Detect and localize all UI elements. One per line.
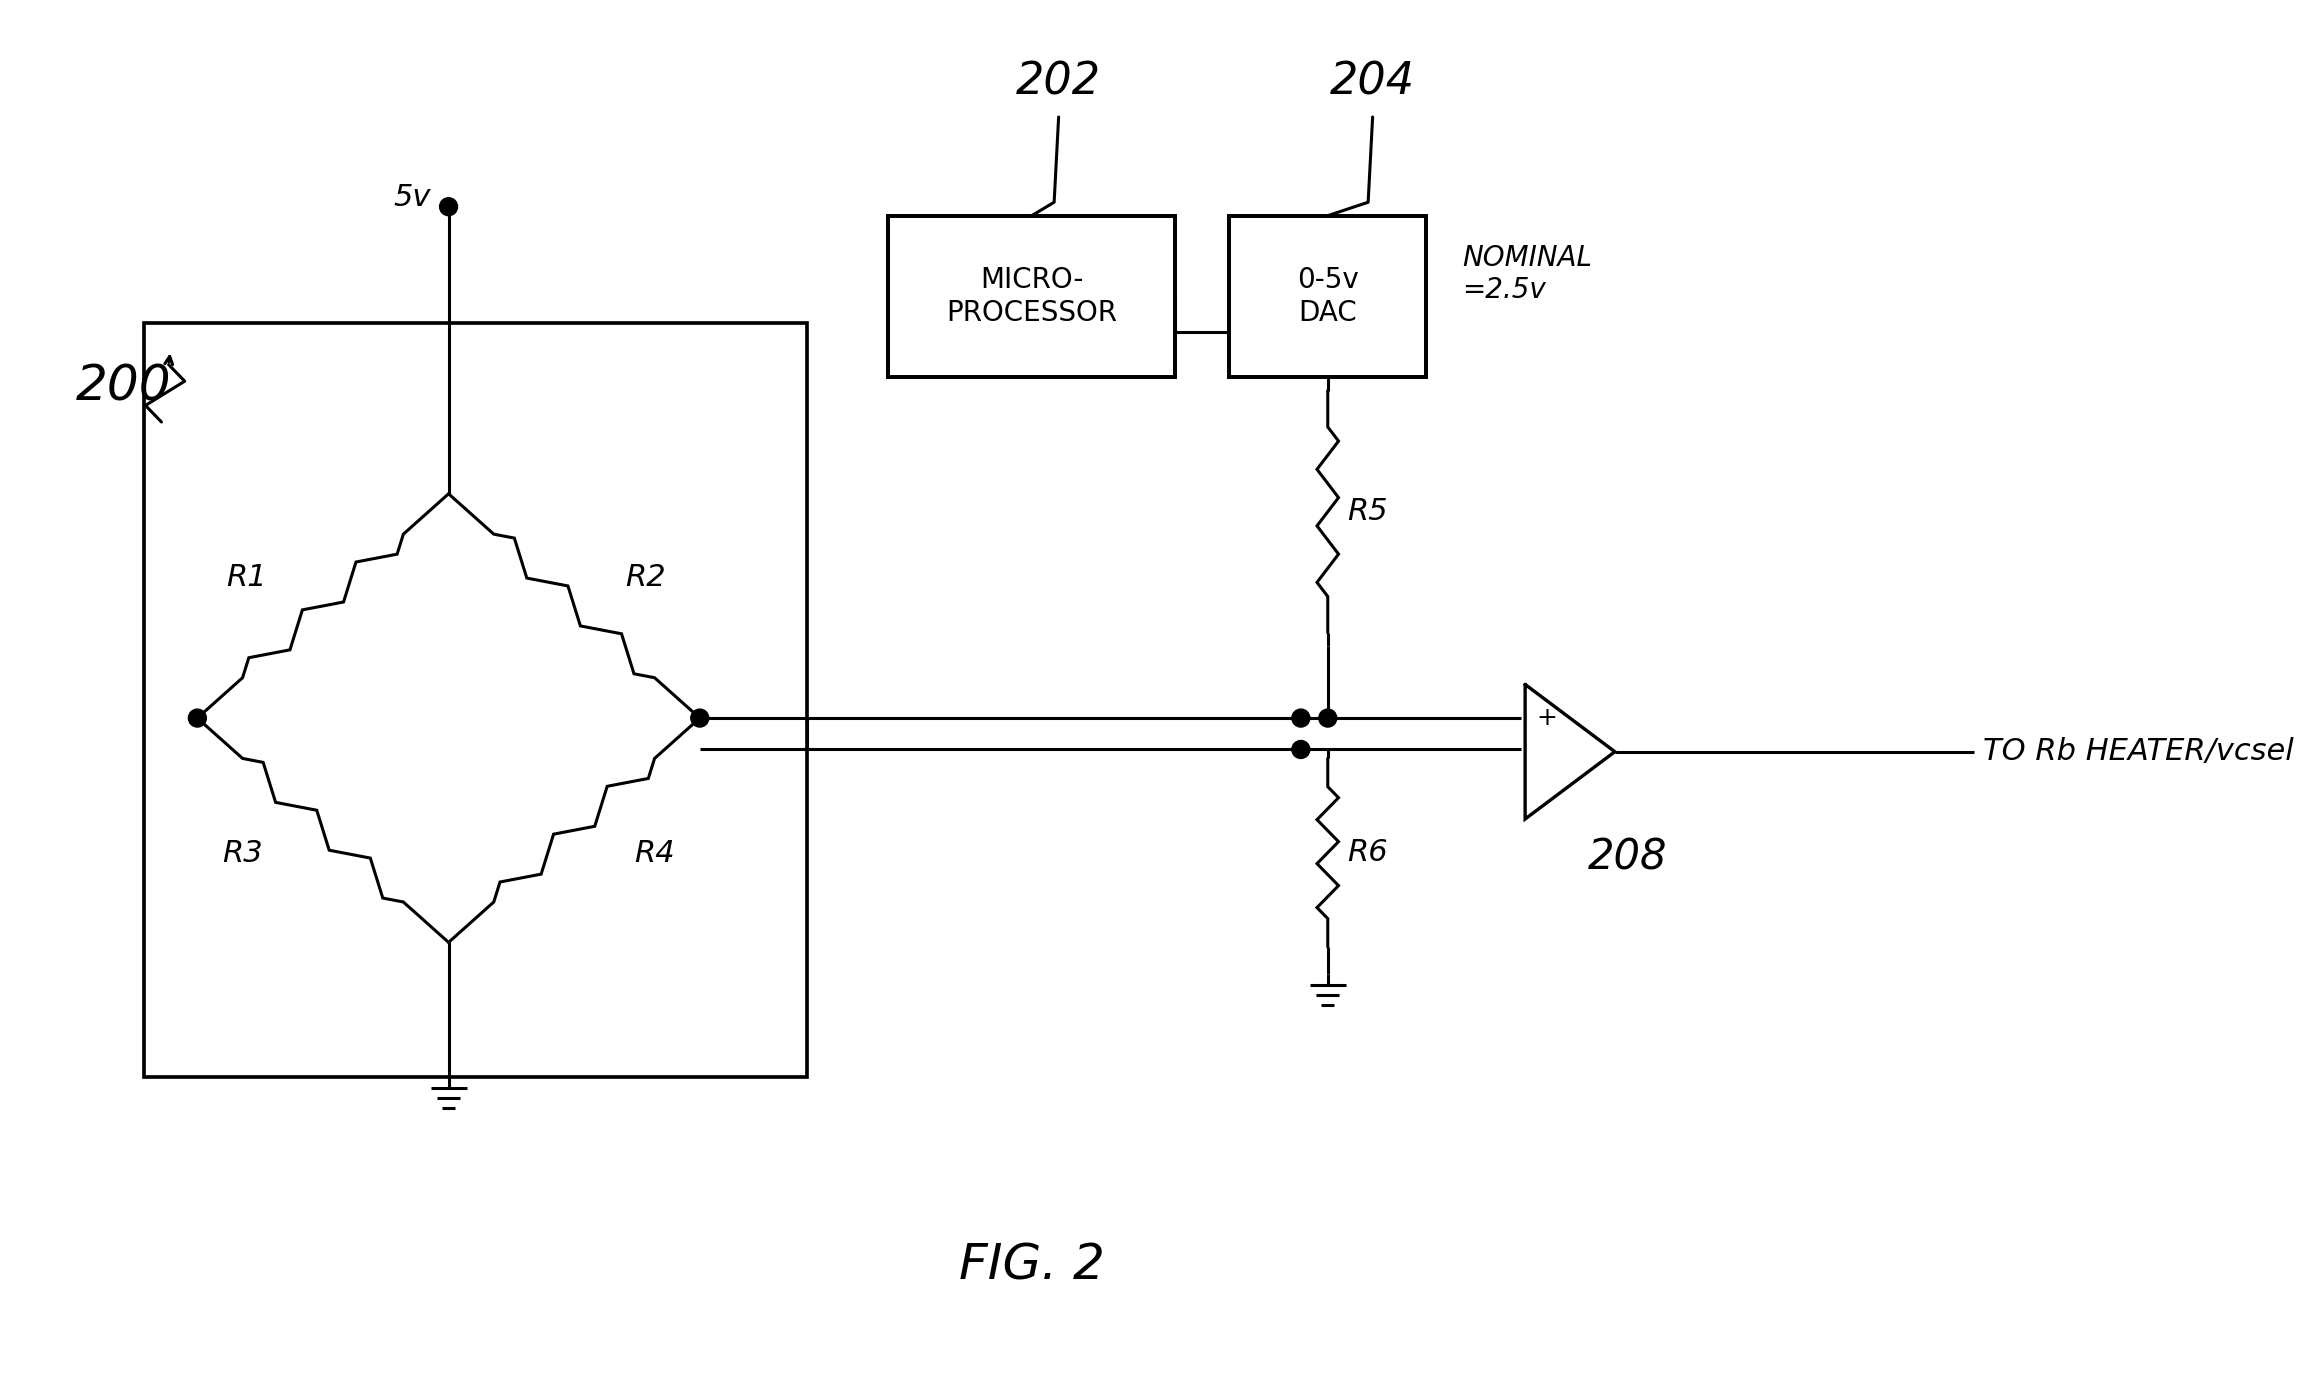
Text: TO Rb HEATER/vcsel: TO Rb HEATER/vcsel [1982, 737, 2294, 766]
Circle shape [690, 710, 708, 728]
Text: R6: R6 [1347, 839, 1389, 868]
Circle shape [1292, 740, 1310, 758]
Text: 0-5v
DAC: 0-5v DAC [1297, 266, 1359, 327]
Text: 202: 202 [1016, 61, 1101, 104]
Circle shape [1320, 710, 1336, 728]
Bar [143, 323, 807, 1077]
Text: FIG. 2: FIG. 2 [959, 1242, 1104, 1289]
Text: R3: R3 [223, 839, 262, 868]
Text: R2: R2 [625, 564, 667, 592]
Text: R1: R1 [225, 564, 267, 592]
Text: 204: 204 [1331, 61, 1416, 104]
Text: R5: R5 [1347, 498, 1389, 527]
Circle shape [189, 710, 207, 728]
Text: 200: 200 [76, 362, 172, 410]
Text: R4: R4 [635, 839, 676, 868]
Bar [1230, 216, 1425, 377]
Text: 208: 208 [1589, 837, 1667, 879]
Text: MICRO-
PROCESSOR: MICRO- PROCESSOR [947, 266, 1117, 327]
Circle shape [439, 198, 458, 216]
Text: 5v: 5v [393, 183, 430, 212]
Text: NOMINAL
=2.5v: NOMINAL =2.5v [1462, 244, 1593, 304]
Text: +: + [1536, 705, 1556, 730]
Bar [887, 216, 1175, 377]
Circle shape [1292, 710, 1310, 728]
